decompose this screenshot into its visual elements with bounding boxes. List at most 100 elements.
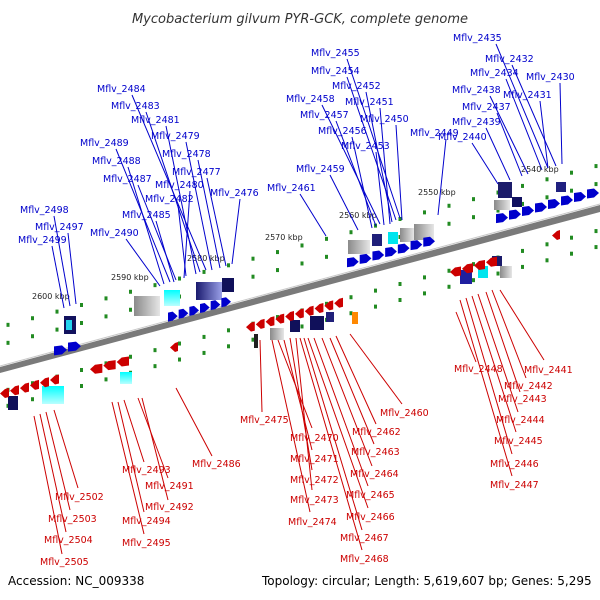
forward-gene-label: Mflv_2452 [332, 81, 381, 92]
forward-gene-label: Mflv_2488 [92, 156, 141, 167]
forward-gene-label: Mflv_2440 [438, 132, 487, 143]
reverse-gene-label: Mflv_2465 [346, 490, 395, 501]
forward-gene-leader [299, 193, 327, 237]
reverse-gene-label: Mflv_2444 [496, 415, 545, 426]
reverse-gene-leader [53, 409, 79, 489]
tick-dot [398, 298, 402, 302]
forward-gene-leader [197, 159, 221, 269]
forward-gene-label: Mflv_2435 [453, 33, 502, 44]
feature-box [556, 182, 566, 192]
tick-label-2590: 2590 kbp [111, 273, 149, 282]
forward-gene-label: Mflv_2459 [296, 164, 345, 175]
reverse-gene-leader [141, 397, 169, 501]
reverse-gene-leader [477, 293, 519, 413]
accession-text: Accession: NC_009338 [8, 574, 144, 588]
forward-gene-leader [155, 220, 175, 283]
forward-gene-arrow [423, 236, 435, 247]
forward-gene-arrow [359, 253, 372, 264]
reverse-gene-leader [471, 295, 517, 433]
forward-gene-leader [471, 142, 499, 185]
tick-dot [545, 195, 549, 200]
feature-box [372, 234, 382, 246]
reverse-gene-arrow [50, 374, 59, 385]
forward-gene-leader [125, 238, 161, 287]
forward-gene-leader [53, 215, 71, 307]
forward-gene-label: Mflv_2481 [131, 115, 180, 126]
forward-gene-label: Mflv_2461 [267, 183, 316, 194]
forward-gene-leader [335, 120, 377, 227]
tick-dot [104, 296, 108, 301]
forward-gene-label: Mflv_2453 [341, 141, 390, 152]
tick-dot [447, 221, 451, 226]
reverse-gene-label: Mflv_2470 [290, 433, 339, 444]
feature-box [494, 200, 510, 210]
tick-dot [227, 263, 230, 268]
reverse-gene-leader [299, 337, 363, 551]
forward-gene-arrow [410, 240, 423, 251]
forward-gene-leader [496, 112, 523, 177]
feature-box [348, 240, 370, 254]
reverse-gene-leader [45, 411, 71, 511]
forward-gene-leader [346, 58, 401, 219]
reverse-gene-arrow [40, 377, 49, 388]
forward-gene-leader [505, 78, 543, 171]
tick-dot [398, 282, 402, 286]
forward-gene-leader [131, 94, 207, 271]
reverse-gene-arrow [265, 316, 275, 327]
forward-gene-leader [395, 124, 403, 221]
forward-gene-leader [185, 141, 213, 271]
tick-dot [251, 274, 255, 279]
reverse-gene-label: Mflv_2474 [288, 517, 337, 528]
tick-dot [178, 357, 181, 362]
reverse-gene-label: Mflv_2447 [490, 480, 539, 491]
feature-box [414, 224, 434, 240]
forward-gene-label: Mflv_2450 [360, 114, 409, 125]
reverse-gene-label: Mflv_2463 [351, 447, 400, 458]
reverse-gene-leader [491, 289, 527, 379]
tick-dot [423, 291, 426, 296]
forward-gene-leader [145, 111, 201, 273]
reverse-gene-label: Mflv_2443 [498, 394, 547, 405]
tick-dot [325, 254, 328, 259]
reverse-gene-arrow [275, 313, 285, 324]
forward-gene-arrow [68, 341, 81, 352]
reverse-gene-label: Mflv_2492 [145, 502, 194, 513]
tick-dot [300, 261, 304, 266]
reverse-gene-leader [455, 311, 477, 363]
tick-dot [80, 383, 83, 388]
forward-gene-label: Mflv_2499 [18, 235, 67, 246]
reverse-gene-arrow [552, 230, 560, 240]
forward-gene-arrow [561, 195, 573, 206]
tick-dot [80, 320, 83, 325]
feature-box [388, 232, 398, 244]
tick-dot [570, 251, 573, 256]
reverse-gene-arrow [0, 388, 9, 398]
tick-label-2570: 2570 kbp [265, 233, 303, 242]
tick-dot [276, 315, 279, 320]
reverse-gene-leader [459, 299, 513, 477]
tick-dot [202, 334, 206, 339]
forward-gene-arrow [221, 297, 231, 308]
forward-gene-label: Mflv_2455 [311, 48, 360, 59]
reverse-gene-leader [137, 397, 169, 479]
forward-gene-label: Mflv_2456 [318, 126, 367, 137]
feature-box [66, 320, 72, 330]
forward-gene-label: Mflv_2490 [90, 228, 139, 239]
tick-dot [374, 288, 377, 293]
forward-gene-label: Mflv_2434 [470, 68, 519, 79]
reverse-gene-leader [283, 339, 313, 451]
forward-gene-label: Mflv_2458 [286, 94, 335, 105]
reverse-gene-leader [303, 337, 363, 531]
reverse-gene-leader [335, 335, 377, 425]
forward-gene-leader [495, 43, 549, 169]
tick-dot [545, 242, 549, 247]
tick-dot [594, 245, 598, 250]
forward-gene-arrow [535, 202, 547, 213]
tick-dot [545, 177, 549, 182]
reverse-gene-leader [289, 337, 313, 471]
feature-box [326, 312, 334, 322]
forward-gene-arrow [509, 209, 521, 220]
forward-gene-leader [165, 125, 197, 275]
reverse-gene-leader [465, 297, 513, 455]
